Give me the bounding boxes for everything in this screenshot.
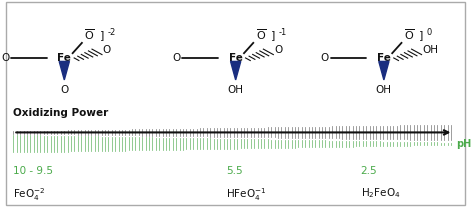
Text: O: O	[320, 53, 328, 63]
Text: O: O	[103, 45, 111, 55]
Text: ]: ]	[271, 30, 275, 40]
Text: Fe: Fe	[377, 53, 391, 63]
Text: ]: ]	[419, 30, 423, 40]
Text: 2.5: 2.5	[361, 166, 377, 176]
Text: OH: OH	[376, 85, 392, 95]
Text: OH: OH	[228, 85, 244, 95]
Text: $\mathrm{FeO_4^{-2}}$: $\mathrm{FeO_4^{-2}}$	[13, 186, 46, 203]
Polygon shape	[379, 61, 389, 80]
Text: ]: ]	[100, 30, 104, 40]
Text: OH: OH	[422, 45, 438, 55]
Text: -2: -2	[108, 28, 116, 37]
Text: O: O	[274, 45, 283, 55]
Text: 10 - 9.5: 10 - 9.5	[13, 166, 54, 176]
Text: Fe: Fe	[229, 53, 243, 63]
Polygon shape	[59, 61, 69, 80]
Text: Oxidizing Power: Oxidizing Power	[13, 108, 109, 118]
Text: 0: 0	[427, 28, 432, 37]
Text: $\mathregular{\overline{O}}$: $\mathregular{\overline{O}}$	[255, 27, 266, 42]
Text: O: O	[1, 53, 9, 63]
Polygon shape	[230, 61, 241, 80]
Text: $\mathrm{HFeO_4^{-1}}$: $\mathrm{HFeO_4^{-1}}$	[227, 186, 267, 203]
Text: pH: pH	[456, 139, 471, 149]
Text: $\mathregular{\overline{O}}$: $\mathregular{\overline{O}}$	[84, 27, 95, 42]
Text: O: O	[172, 53, 181, 63]
Text: $\mathregular{\overline{O}}$: $\mathregular{\overline{O}}$	[404, 27, 415, 42]
Text: Fe: Fe	[57, 53, 71, 63]
Text: O: O	[60, 85, 68, 95]
Text: -1: -1	[279, 28, 287, 37]
Text: $\mathrm{H_2FeO_4}$: $\mathrm{H_2FeO_4}$	[361, 186, 401, 200]
Text: 5.5: 5.5	[227, 166, 243, 176]
